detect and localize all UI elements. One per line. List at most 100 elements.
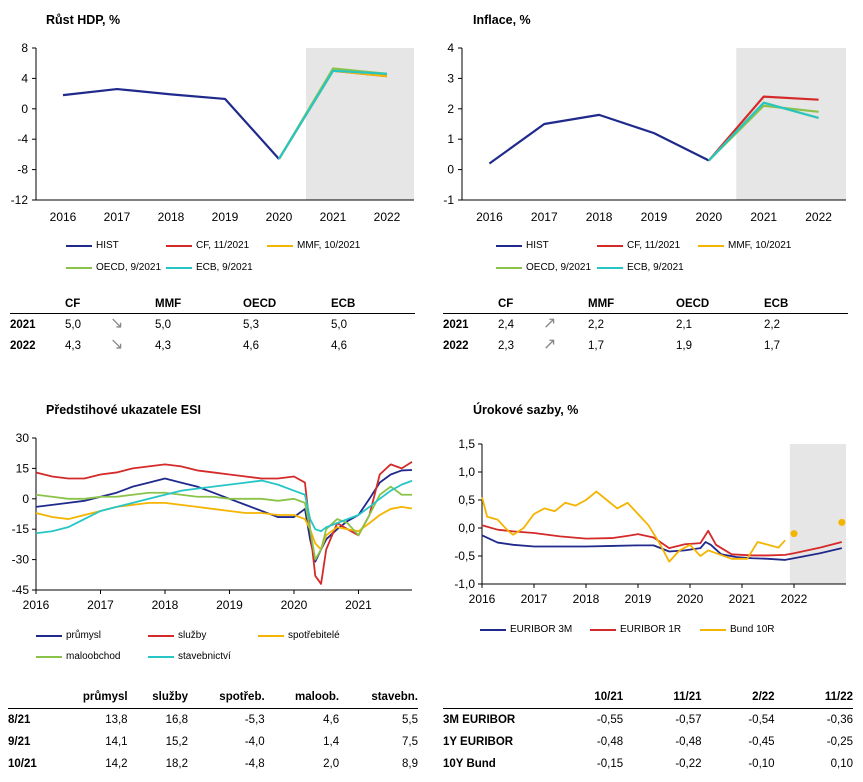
x-tick-label: 2016	[50, 210, 77, 224]
gdp-th-oecd: OECD	[243, 295, 331, 314]
legend-swatch	[66, 266, 92, 269]
y-tick-label: 4	[447, 41, 454, 55]
gdp-chart: 8 4 0 -4 -8 -12 2016 2017 2018 2019 2020 2021 2022	[11, 41, 414, 224]
forecast-point	[790, 530, 798, 538]
legend-label: HIST	[96, 240, 119, 251]
legend-swatch	[597, 244, 623, 247]
legend-label: EURIBOR 1R	[620, 624, 682, 635]
y-tick-label: 3	[447, 71, 454, 85]
inflation-title: Inflace, %	[473, 13, 531, 27]
arrow-up-right-icon: ↗	[543, 314, 557, 332]
y-tick-label: -15	[12, 522, 30, 536]
infl-th-cf: CF	[498, 295, 543, 314]
forecast-shade	[736, 48, 846, 200]
x-tick-label: 2017	[104, 210, 131, 224]
y-tick-label: -45	[12, 583, 30, 597]
series-line-ecb-9-2021	[708, 101, 819, 162]
legend-swatch	[148, 634, 174, 637]
x-tick-label: 2022	[781, 592, 808, 606]
legend-label: služby	[178, 630, 207, 641]
y-tick-label: 8	[21, 41, 28, 55]
legend-swatch	[148, 655, 174, 658]
legend-item-cf-11-2021: CF, 11/2021	[597, 240, 680, 251]
arrow-up-right-icon: ↗	[543, 335, 557, 353]
x-tick-label: 2017	[531, 210, 558, 224]
x-tick-label: 2017	[521, 592, 548, 606]
x-tick-label: 2019	[641, 210, 668, 224]
x-tick-label: 2019	[625, 592, 652, 606]
table-row: 2022 4,3 ↘ 4,3 4,6 4,6	[10, 335, 415, 356]
table-row: 10/21 14,2 18,2 -4,8 2,0 8,9	[8, 758, 418, 770]
legend-item-hist: HIST	[66, 240, 119, 251]
table-row: 3M EURIBOR -0,55 -0,57 -0,54 -0,36	[443, 714, 853, 726]
legend-label: OECD, 9/2021	[96, 262, 162, 273]
legend-label: HIST	[526, 240, 549, 251]
legend-swatch	[700, 628, 726, 631]
y-tick-label: 2	[447, 102, 454, 116]
y-tick-label: 0,5	[458, 493, 475, 507]
x-tick-label: 2020	[281, 598, 308, 612]
arrow-down-right-icon: ↘	[110, 335, 124, 353]
legend-swatch	[597, 266, 623, 269]
x-tick-label: 2020	[696, 210, 723, 224]
gdp-th-mmf: MMF	[155, 295, 243, 314]
legend-swatch	[267, 244, 293, 247]
y-tick-label: 15	[16, 461, 30, 475]
legend-label: MMF, 10/2021	[297, 240, 361, 251]
legend-label: CF, 11/2021	[627, 240, 681, 251]
series-line-hist	[62, 87, 280, 160]
legend-swatch	[166, 244, 192, 247]
y-tick-label: 0	[21, 102, 28, 116]
x-tick-label: 2016	[469, 592, 496, 606]
forecast-point	[838, 518, 846, 526]
y-tick-label: 0,0	[458, 521, 475, 535]
x-tick-label: 2018	[586, 210, 613, 224]
rates-table: 10/21 11/21 2/22 11/22 3M EURIBOR -0,55 …	[443, 688, 853, 775]
y-tick-label: 30	[16, 431, 30, 445]
legend-item-mmf-10-2021: MMF, 10/2021	[698, 240, 791, 251]
legend-item-oecd-9-2021: OECD, 9/2021	[496, 262, 591, 273]
infl-th-ecb: ECB	[764, 295, 848, 314]
legend-swatch	[590, 628, 616, 631]
legend-label: MMF, 10/2021	[728, 240, 792, 251]
y-tick-label: 0	[447, 163, 454, 177]
x-tick-label: 2022	[805, 210, 832, 224]
x-tick-label: 2021	[750, 210, 777, 224]
legend-item-maloobchod: maloobchod	[36, 651, 120, 662]
legend-swatch	[698, 244, 724, 247]
legend-item-oecd-9-2021: OECD, 9/2021	[66, 262, 161, 273]
gdp-forecast-table: CF MMF OECD ECB 2021 5,0 ↘ 5,0 5,3 5,0 2…	[10, 295, 415, 356]
x-tick-label: 2019	[212, 210, 239, 224]
legend-label: spotřebitelé	[288, 630, 340, 641]
gdp-th-cf: CF	[65, 295, 110, 314]
series-line-cf-11-2021	[708, 95, 819, 162]
table-row: 1Y EURIBOR -0,48 -0,48 -0,45 -0,25	[443, 736, 853, 748]
y-tick-label: -12	[11, 193, 29, 207]
legend-item-spot-ebitel: spotřebitelé	[258, 630, 340, 641]
legend-swatch	[496, 244, 522, 247]
y-tick-label: -1,0	[454, 577, 475, 591]
esi-table: průmysl služby spotřeb. maloob. stavebn.…	[8, 688, 418, 775]
legend-swatch	[496, 266, 522, 269]
y-tick-label: -30	[12, 553, 30, 567]
infl-th-oecd: OECD	[676, 295, 764, 314]
rates-title: Úrokové sazby, %	[473, 403, 579, 417]
table-row: 2022 2,3 ↗ 1,7 1,9 1,7	[443, 335, 848, 356]
legend-swatch	[166, 266, 192, 269]
x-tick-label: 2016	[476, 210, 503, 224]
legend-item-slu-by: služby	[148, 630, 206, 641]
series-line-maloobchod	[35, 485, 412, 561]
legend-item-mmf-10-2021: MMF, 10/2021	[267, 240, 360, 251]
x-tick-label: 2021	[320, 210, 347, 224]
x-tick-label: 2022	[374, 210, 401, 224]
infl-th-mmf: MMF	[588, 295, 676, 314]
legend-label: maloobchod	[66, 651, 121, 662]
series-line-bund-10r	[481, 490, 786, 563]
arrow-down-right-icon: ↘	[110, 314, 124, 332]
legend-item-hist: HIST	[496, 240, 549, 251]
legend-swatch	[36, 634, 62, 637]
gdp-title: Růst HDP, %	[46, 13, 121, 27]
gdp-th-ecb: ECB	[331, 295, 415, 314]
legend-item-stavebnictv: stavebnictví	[148, 651, 231, 662]
legend-swatch	[66, 244, 92, 247]
